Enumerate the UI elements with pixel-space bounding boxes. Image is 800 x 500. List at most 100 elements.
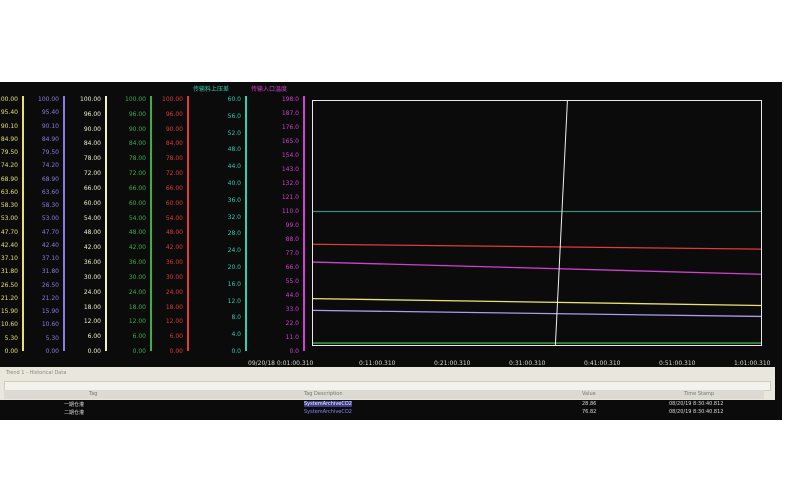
series-line	[313, 309, 761, 318]
trend-plot[interactable]	[312, 100, 762, 346]
axis-tick-label: 84.00	[165, 140, 183, 148]
axis-tick-label: 60.00	[165, 199, 183, 207]
col-value[interactable]: Value	[582, 391, 596, 397]
axis-tick-label: 10.60	[41, 321, 59, 329]
axis-tick-label: 74.20	[0, 162, 18, 170]
axis-tick-label: 90.00	[128, 125, 146, 133]
axis-tick-label: 58.30	[0, 202, 18, 210]
axis-tick-label: 79.50	[41, 149, 59, 157]
axis-tick-label: 37.10	[41, 255, 59, 263]
axis-tick-label: 6.00	[132, 333, 146, 341]
axis-tick-label: 100.00	[0, 96, 18, 103]
cell-timestamp: 08/20/19 8:30:40.812	[669, 409, 724, 415]
cell-value: 28.86	[582, 401, 597, 407]
axis-tick-label: 96.00	[83, 110, 101, 118]
axis-tick-label: 56.0	[227, 112, 241, 120]
time-tick-label: 0:11:00.310	[359, 360, 396, 367]
axis-tick-label: 121.0	[281, 194, 299, 201]
axis-tick-label: 42.00	[165, 244, 183, 252]
axis-tick-label: 84.90	[41, 135, 59, 143]
axis-tick-label: 0.0	[231, 348, 241, 355]
axis-tick-label: 5.30	[45, 334, 59, 342]
axis-tick-label: 31.80	[0, 268, 18, 276]
axis-tick-label: 54.00	[165, 214, 183, 222]
axis-line	[245, 96, 247, 351]
axis-line	[105, 96, 107, 351]
axis-tick-label: 18.00	[83, 303, 101, 311]
axis-tick-label: 0.00	[132, 348, 146, 355]
axis-tick-label: 96.00	[128, 110, 146, 118]
axis-tick-label: 99.0	[285, 222, 299, 229]
axis-tick-label: 24.00	[83, 288, 101, 296]
time-tick-label: 0:21:00.310	[434, 360, 471, 367]
axis-tick-label: 63.60	[0, 188, 18, 196]
axis-line	[187, 96, 189, 351]
axis-tick-label: 72.00	[83, 170, 101, 178]
axis-tick-label: 154.0	[281, 152, 299, 159]
axis-tick-label: 79.50	[0, 149, 18, 157]
axis-tick-label: 15.90	[0, 308, 18, 316]
axis-tick-label: 33.0	[285, 306, 299, 313]
axis-tick-label: 143.0	[281, 166, 299, 173]
table-row[interactable]: 二期仓灌 SystemArchiveCO2 76.82 08/20/19 8:3…	[4, 409, 764, 417]
axis-line	[63, 96, 65, 351]
axis-tick-label: 42.00	[83, 244, 101, 252]
axis-tick-label: 36.0	[227, 196, 241, 204]
axis-tick-label: 21.20	[0, 294, 18, 302]
axis-tick-label: 66.00	[83, 184, 101, 192]
col-tag[interactable]: Tag	[89, 391, 98, 397]
time-tick-label: 1:01:00.310	[734, 360, 771, 367]
axis-tick-label: 15.90	[41, 308, 59, 316]
axis-tick-label: 30.00	[165, 273, 183, 281]
cell-timestamp: 08/20/19 8:30:40.812	[669, 401, 724, 407]
axis-tick-label: 176.0	[281, 124, 299, 131]
axis-tick-label: 78.00	[128, 155, 146, 163]
axis-tick-label: 36.00	[165, 259, 183, 267]
axis-tick-label: 6.00	[169, 333, 183, 341]
axis-tick-label: 165.0	[281, 138, 299, 145]
axis-tick-label: 11.0	[285, 334, 299, 341]
cell-description: SystemArchiveCO2	[304, 401, 352, 407]
axis-tick-label: 60.00	[128, 199, 146, 207]
time-tick-label: 0:31:00.310	[509, 360, 546, 367]
col-timestamp[interactable]: Time Stamp	[684, 391, 715, 397]
axis-tick-label: 5.30	[4, 334, 18, 342]
axis-tick-label: 53.00	[0, 215, 18, 223]
time-cursor[interactable]	[554, 101, 568, 345]
axis-tick-label: 60.00	[83, 199, 101, 207]
axis-tick-label: 12.00	[83, 318, 101, 326]
axis-tick-label: 84.00	[128, 140, 146, 148]
axis-tick-label: 6.00	[87, 333, 101, 341]
axis-tick-label: 30.00	[83, 273, 101, 281]
axis-tick-label: 63.60	[41, 188, 59, 196]
axis-tick-label: 72.00	[128, 170, 146, 178]
axis-tick-label: 20.0	[227, 264, 241, 271]
axis-line	[22, 96, 24, 351]
axis-tick-label: 48.0	[227, 146, 241, 154]
col-description[interactable]: Tag Description	[304, 391, 343, 397]
axis-tick-label: 90.10	[41, 122, 59, 130]
axis-tick-label: 54.00	[128, 214, 146, 222]
axis-tick-label: 96.00	[165, 110, 183, 118]
time-tick-label: 0:51:00.310	[659, 360, 696, 367]
axis-tick-label: 95.40	[41, 109, 59, 117]
axis-tick-label: 198.0	[281, 96, 299, 103]
axis-title: 传输入口温度	[251, 86, 288, 93]
axis-tick-label: 26.50	[0, 281, 18, 289]
trend-lines	[313, 101, 761, 345]
axis-tick-label: 48.00	[165, 229, 183, 237]
axis-tick-label: 84.90	[0, 135, 18, 143]
axis-tick-label: 12.00	[165, 318, 183, 326]
axis-tick-label: 44.0	[227, 163, 241, 171]
axis-tick-label: 58.30	[41, 202, 59, 210]
axis-tick-label: 90.10	[0, 122, 18, 130]
axis-tick-label: 187.0	[281, 110, 299, 117]
axis-tick-label: 95.40	[0, 109, 18, 117]
axis-tick-label: 100.00	[162, 96, 183, 103]
axis-tick-label: 100.00	[80, 96, 101, 103]
axis-tick-label: 48.00	[128, 229, 146, 237]
axis-tick-label: 47.70	[0, 228, 18, 236]
axis-tick-label: 78.00	[83, 155, 101, 163]
axis-tick-label: 53.00	[41, 215, 59, 223]
table-row[interactable]: 一期仓灌 SystemArchiveCO2 28.86 08/20/19 8:3…	[4, 401, 764, 409]
